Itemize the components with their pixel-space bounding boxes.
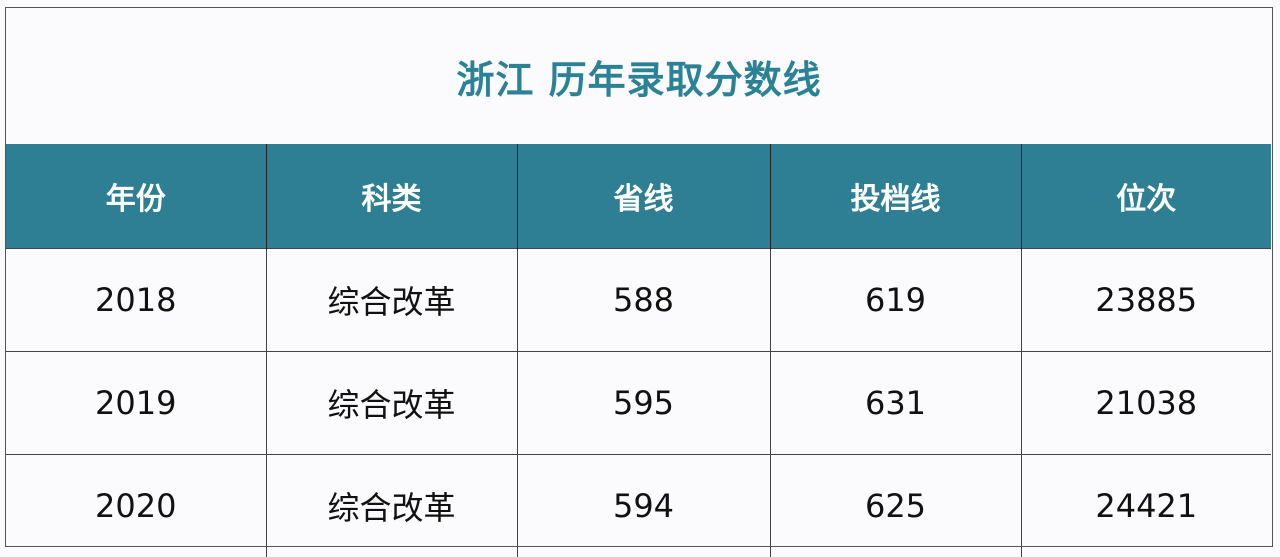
table-row: 2020 综合改革 594 625 24421 — [6, 455, 1271, 557]
cell-year: 2019 — [6, 352, 266, 455]
cell-rank: 23885 — [1021, 249, 1271, 352]
cell-admission-line: 625 — [770, 455, 1021, 557]
cell-category: 综合改革 — [266, 455, 517, 557]
cell-admission-line: 619 — [770, 249, 1021, 352]
cell-category: 综合改革 — [266, 352, 517, 455]
header-year: 年份 — [6, 144, 266, 249]
cell-year: 2020 — [6, 455, 266, 557]
cell-province-line: 595 — [517, 352, 770, 455]
cell-year: 2018 — [6, 249, 266, 352]
table-row: 2019 综合改革 595 631 21038 — [6, 352, 1271, 455]
cell-province-line: 594 — [517, 455, 770, 557]
header-rank: 位次 — [1021, 144, 1271, 249]
score-table-card: 浙江 历年录取分数线 年份 科类 省线 投档线 位次 2018 综合改革 588… — [5, 7, 1273, 547]
admission-score-table: 年份 科类 省线 投档线 位次 2018 综合改革 588 619 23885 … — [6, 144, 1271, 557]
header-row: 年份 科类 省线 投档线 位次 — [6, 144, 1271, 249]
cell-province-line: 588 — [517, 249, 770, 352]
cell-admission-line: 631 — [770, 352, 1021, 455]
header-province-line: 省线 — [517, 144, 770, 249]
cell-category: 综合改革 — [266, 249, 517, 352]
cell-rank: 21038 — [1021, 352, 1271, 455]
header-admission-line: 投档线 — [770, 144, 1021, 249]
header-category: 科类 — [266, 144, 517, 249]
cell-rank: 24421 — [1021, 455, 1271, 557]
table-title: 浙江 历年录取分数线 — [6, 8, 1272, 144]
table-row: 2018 综合改革 588 619 23885 — [6, 249, 1271, 352]
